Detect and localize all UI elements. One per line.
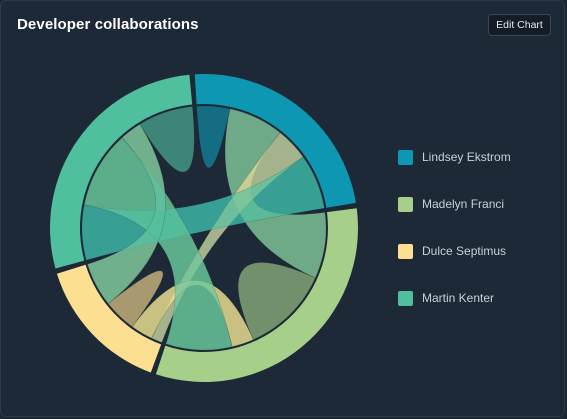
- legend-swatch: [398, 196, 413, 212]
- legend-swatch: [398, 290, 413, 306]
- legend: Lindsey Ekstrom Madelyn Franci Dulce Septi…: [398, 148, 511, 336]
- chord-arc[interactable]: [50, 74, 193, 269]
- legend-swatch: [398, 149, 413, 165]
- chart-title: Developer collaborations: [17, 16, 199, 33]
- legend-item[interactable]: Madelyn Franci: [398, 195, 511, 213]
- legend-item[interactable]: Martin Kenter: [398, 289, 511, 307]
- legend-label: Lindsey Ekstrom: [422, 150, 511, 164]
- legend-item[interactable]: Dulce Septimus: [398, 242, 511, 260]
- legend-label: Madelyn Franci: [422, 197, 505, 211]
- chord-ribbon[interactable]: [237, 262, 316, 340]
- legend-label: Martin Kenter: [422, 291, 495, 305]
- legend-item[interactable]: Lindsey Ekstrom: [398, 148, 511, 166]
- chord-arc[interactable]: [155, 208, 358, 382]
- edit-chart-button[interactable]: Edit Chart: [488, 14, 551, 36]
- chord-ribbons: [81, 105, 327, 351]
- chord-ribbon[interactable]: [107, 270, 164, 328]
- chord-chart: [50, 74, 358, 382]
- chord-arc[interactable]: [194, 74, 356, 208]
- legend-swatch: [398, 243, 413, 259]
- chord-ribbon[interactable]: [139, 106, 195, 173]
- chord-arcs: [50, 74, 358, 382]
- chord-arc[interactable]: [56, 264, 162, 373]
- chord-ribbon[interactable]: [87, 123, 166, 304]
- legend-label: Dulce Septimus: [422, 244, 507, 258]
- chord-ribbon[interactable]: [196, 105, 231, 169]
- chord-ribbon[interactable]: [83, 137, 233, 351]
